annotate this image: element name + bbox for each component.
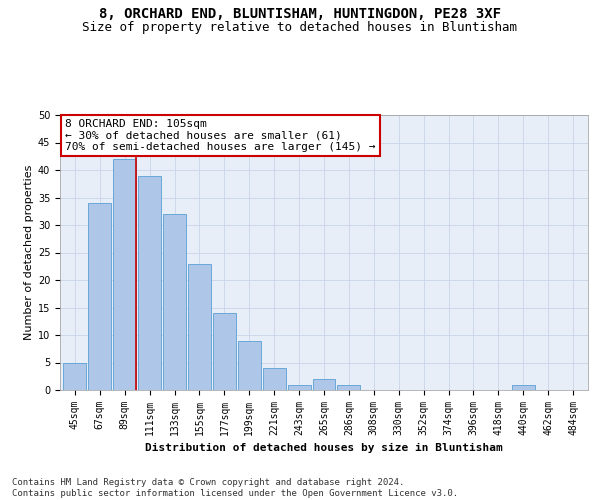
- Text: Contains HM Land Registry data © Crown copyright and database right 2024.
Contai: Contains HM Land Registry data © Crown c…: [12, 478, 458, 498]
- Bar: [64, 362, 86, 390]
- Bar: [287, 384, 311, 390]
- Bar: [88, 203, 112, 390]
- Text: Size of property relative to detached houses in Bluntisham: Size of property relative to detached ho…: [83, 21, 517, 34]
- Bar: [138, 176, 161, 390]
- Bar: [263, 368, 286, 390]
- Bar: [113, 159, 136, 390]
- Text: 8 ORCHARD END: 105sqm
← 30% of detached houses are smaller (61)
70% of semi-deta: 8 ORCHARD END: 105sqm ← 30% of detached …: [65, 119, 376, 152]
- Bar: [337, 384, 361, 390]
- Bar: [163, 214, 186, 390]
- Bar: [313, 379, 335, 390]
- Text: Distribution of detached houses by size in Bluntisham: Distribution of detached houses by size …: [145, 442, 503, 452]
- Bar: [512, 384, 535, 390]
- Bar: [188, 264, 211, 390]
- Y-axis label: Number of detached properties: Number of detached properties: [23, 165, 34, 340]
- Bar: [238, 340, 261, 390]
- Text: 8, ORCHARD END, BLUNTISHAM, HUNTINGDON, PE28 3XF: 8, ORCHARD END, BLUNTISHAM, HUNTINGDON, …: [99, 8, 501, 22]
- Bar: [213, 313, 236, 390]
